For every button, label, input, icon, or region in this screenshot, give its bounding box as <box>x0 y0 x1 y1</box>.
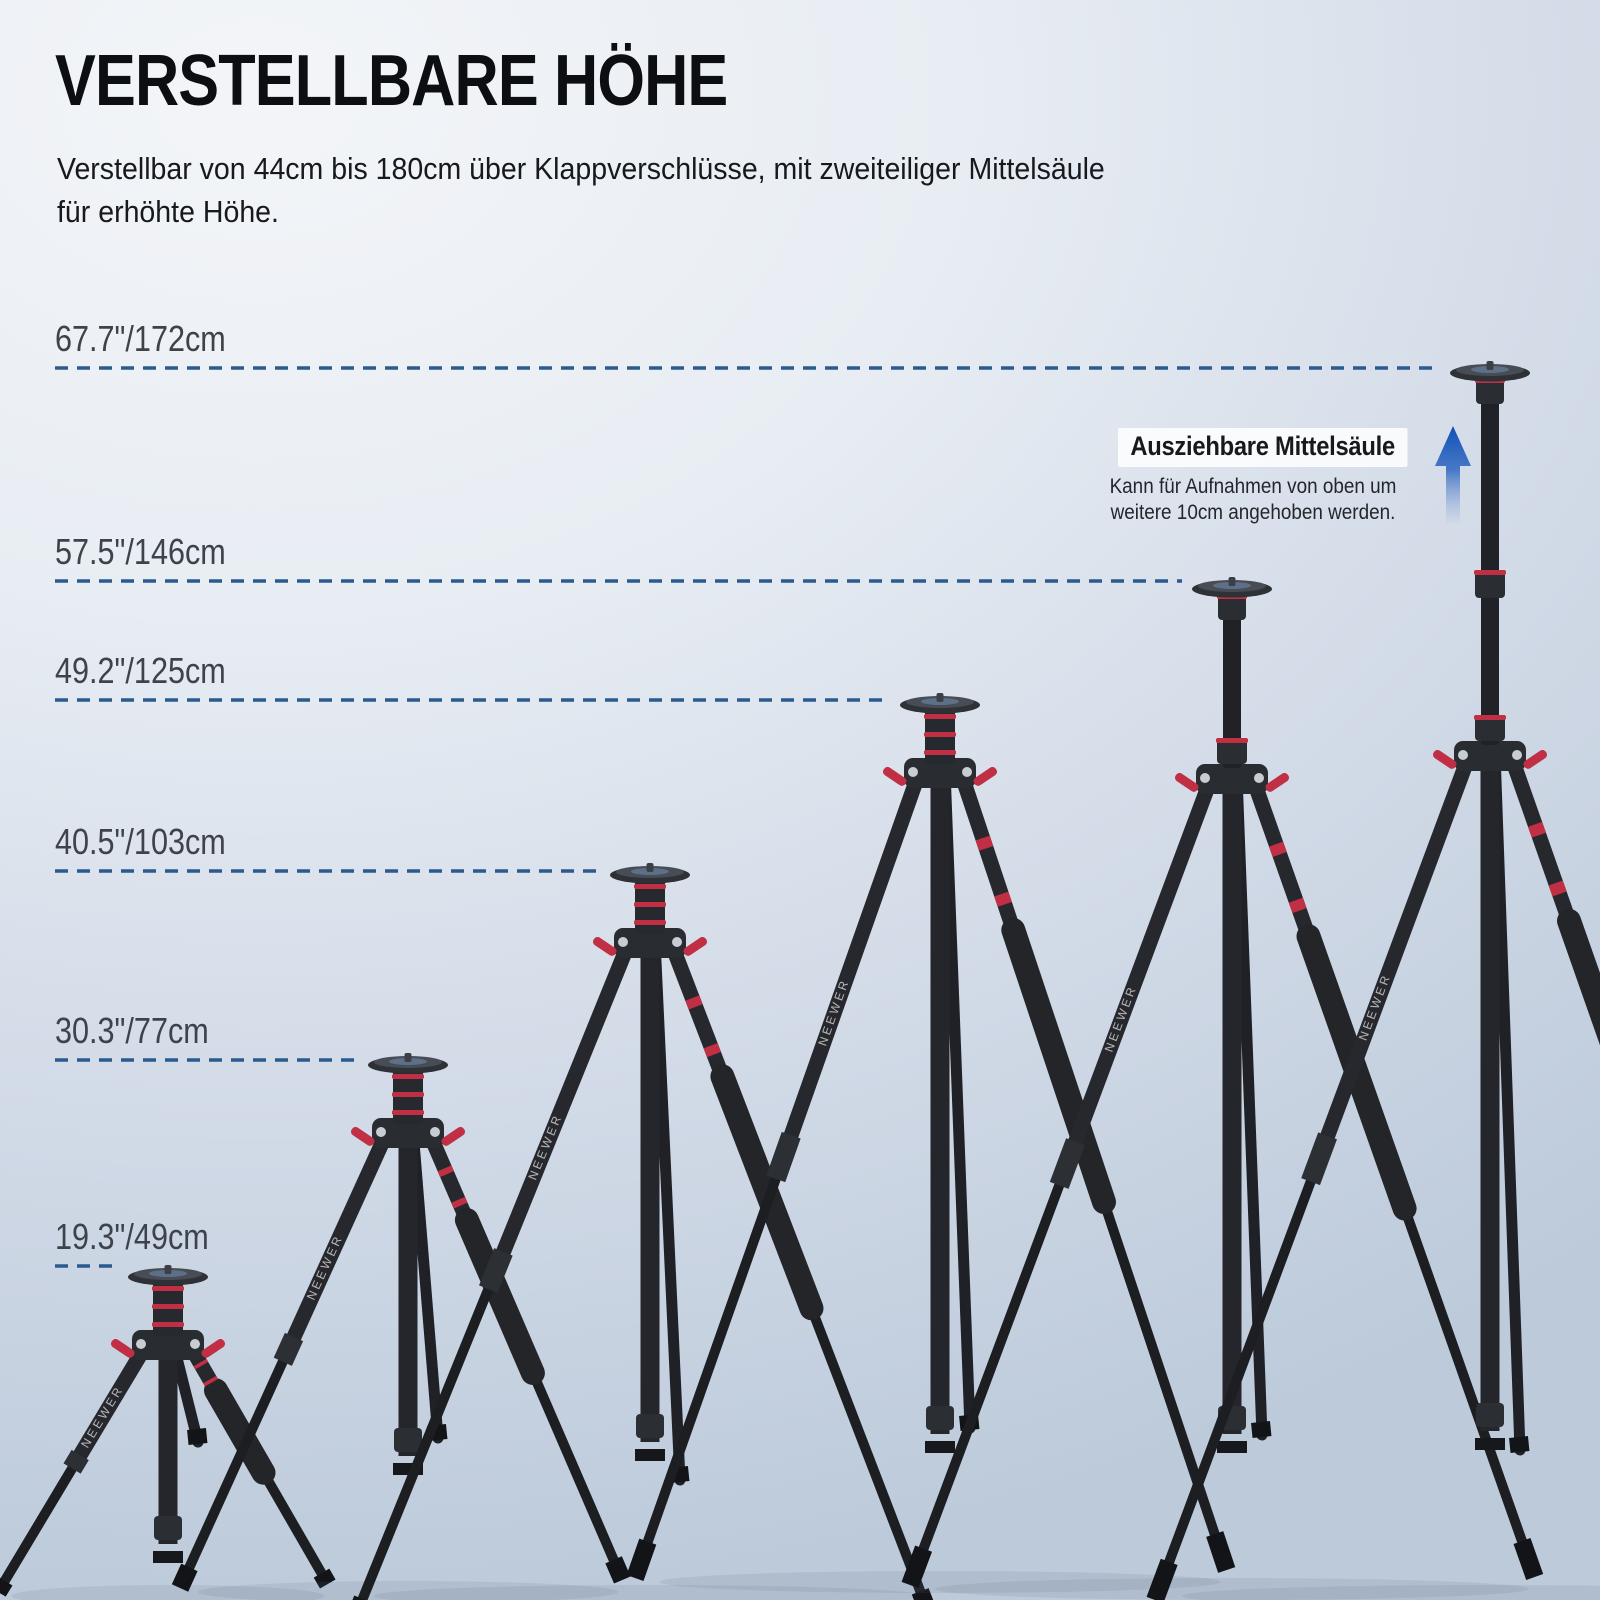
tripod-illustration: NEEWER <box>901 577 1544 1600</box>
tripod-illustration: NEEWER <box>626 693 1236 1593</box>
measurement-label: 49.2"/125cm <box>55 650 226 691</box>
callout-heading: Ausziehbare Mittelsäule <box>1118 428 1408 467</box>
callout-body: Kann für Aufnahmen von oben um weitere 1… <box>1091 474 1415 527</box>
svg-text:NEEWER: NEEWER <box>1356 971 1394 1042</box>
measurement-label: 19.3"/49cm <box>55 1216 209 1257</box>
measurement-label: 30.3"/77cm <box>55 1010 209 1051</box>
tripod-illustration: NEEWER <box>0 1265 336 1600</box>
svg-text:NEEWER: NEEWER <box>304 1232 346 1302</box>
page-title: VERSTELLBARE HÖHE <box>55 41 728 121</box>
callout-body-line-2: weitere 10cm angehoben werden. <box>1110 501 1396 525</box>
svg-text:NEEWER: NEEWER <box>525 1111 565 1182</box>
page-subtitle: Verstellbar von 44cm bis 180cm über Klap… <box>57 151 1105 229</box>
measurement-label: 57.5"/146cm <box>55 531 226 572</box>
arrow-up-icon <box>1435 426 1471 524</box>
tripod-illustration: NEEWER <box>1146 361 1600 1600</box>
callout: Ausziehbare Mittelsäule <box>1118 428 1408 467</box>
svg-text:NEEWER: NEEWER <box>78 1383 126 1451</box>
measurement-label: 67.7"/172cm <box>55 318 226 359</box>
measurement-label: 40.5"/103cm <box>55 821 226 862</box>
callout-body-line-1: Kann für Aufnahmen von oben um <box>1109 475 1397 498</box>
svg-text:NEEWER: NEEWER <box>1102 983 1140 1054</box>
